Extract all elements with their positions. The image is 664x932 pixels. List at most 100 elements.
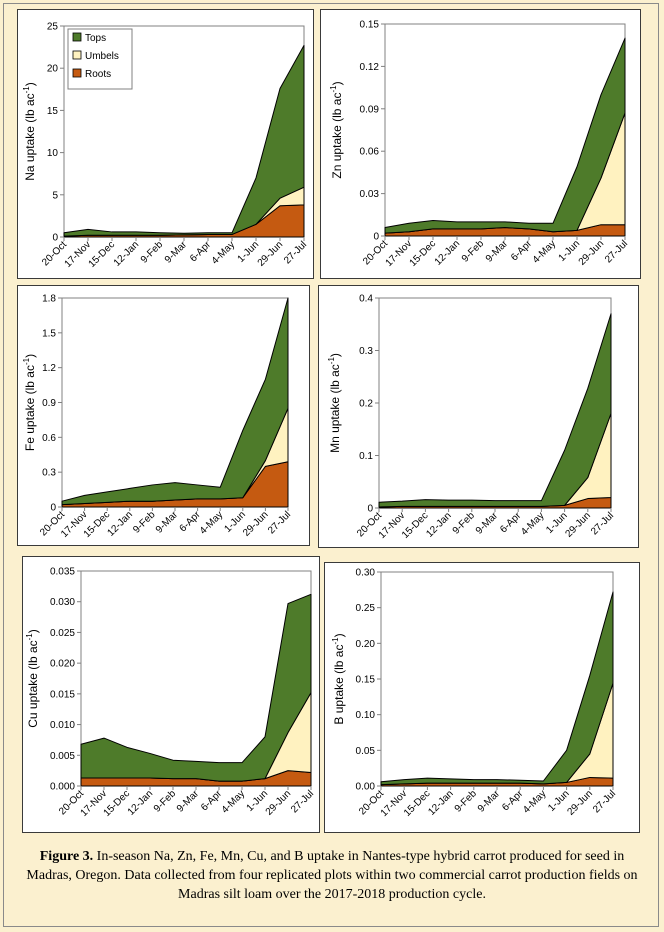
x-tick-label: 15-Dec xyxy=(408,238,439,269)
x-tick-label: 12-Jan xyxy=(424,510,453,539)
x-tick-label: 4-May xyxy=(210,239,237,266)
x-tick-label: 9-Mar xyxy=(163,239,190,266)
tops-area xyxy=(80,593,312,782)
y-tick-label: 1.5 xyxy=(42,328,56,339)
y-tick-label: 0.015 xyxy=(50,689,75,700)
cu-chart-svg: 0.000 0.005 0.010 0.015 0.020 0.025 0.030 0.035… xyxy=(25,567,316,819)
x-tick-label: 9-Mar xyxy=(175,788,202,815)
x-tick-label: 29-Jun xyxy=(264,788,293,817)
y-tick-label: 0.2 xyxy=(359,399,373,410)
figure-caption-text: In-season Na, Zn, Fe, Mn, Cu, and B upta… xyxy=(26,849,638,902)
y-tick-label: 0.025 xyxy=(50,628,75,639)
x-tick-label: 9-Feb xyxy=(139,239,166,266)
x-tick-label: 12-Jan xyxy=(433,238,462,267)
x-tick-label: 29-Jun xyxy=(256,239,285,268)
y-axis-label: Zn uptake (lb ac-1) xyxy=(329,81,344,178)
y-tick-label: 0.3 xyxy=(359,346,373,357)
x-tick-label: 27-Jul xyxy=(603,238,630,265)
figure-caption-label: Figure 3. xyxy=(39,849,94,864)
y-tick-label: 0.1 xyxy=(359,451,373,462)
zn-uptake-chart-panel: 0 0.03 0.06 0.09 0.12 0.15 20-Oct 17-Nov 15-Dec 1… xyxy=(320,9,641,279)
y-tick-label: 10 xyxy=(47,148,59,159)
tops-legend-label: Tops xyxy=(85,33,106,44)
fe-uptake-chart-panel: 0 0.3 0.6 0.9 1.2 1.5 1.8 20-Oct 17-Nov 15-Dec 12-… xyxy=(17,285,310,546)
x-tick-label: 27-Jul xyxy=(282,239,309,266)
y-tick-label: 20 xyxy=(47,64,59,75)
x-tick-label: 9-Mar xyxy=(154,509,181,536)
y-tick-label: 0.9 xyxy=(42,398,56,409)
y-tick-label: 0.09 xyxy=(360,104,380,115)
umbels-legend-swatch xyxy=(72,50,82,60)
x-tick-label: 12-Jan xyxy=(426,788,455,817)
x-tick-label: 27-Jul xyxy=(289,788,316,815)
b-chart-svg: 0.000.050.100.150.200.250.3020-Oct17-Nov… xyxy=(331,568,618,819)
y-tick-label: 0.3 xyxy=(42,468,56,479)
umbels-legend-label: Umbels xyxy=(85,51,119,62)
x-tick-label: 15-Dec xyxy=(400,510,431,541)
y-tick-label: 0 xyxy=(52,233,58,244)
cu-uptake-chart-panel: 0.000 0.005 0.010 0.015 0.020 0.025 0.030 0.035… xyxy=(22,556,320,833)
x-tick-label: 29-Jun xyxy=(241,509,270,538)
mn-uptake-chart-panel: 0 0.1 0.2 0.3 0.4 20-Oct 17-Nov 15-Dec 12-Jan 9-F… xyxy=(318,285,639,548)
tops-area xyxy=(61,297,289,506)
roots-legend-label: Roots xyxy=(85,69,111,80)
y-tick-label: 0.06 xyxy=(360,147,380,158)
x-tick-label: 27-Jul xyxy=(591,788,618,815)
roots-legend-swatch xyxy=(72,68,82,78)
x-tick-label: 29-Jun xyxy=(566,788,595,817)
tops-area xyxy=(380,591,614,786)
y-axis-label: Mn uptake (lb ac-1) xyxy=(327,353,342,453)
fe-chart-svg: 00.30.60.91.21.51.820-Oct17-Nov15-Dec12-… xyxy=(22,294,293,540)
x-tick-label: 9-Feb xyxy=(460,238,487,265)
x-tick-label: 9-Feb xyxy=(131,509,158,536)
y-tick-label: 15 xyxy=(47,106,59,117)
x-tick-label: 12-Jan xyxy=(126,788,155,817)
tops-area xyxy=(63,44,305,237)
na-uptake-chart-panel: 0 5 10 15 20 25 20-Oct 17-Nov 15-Dec 12-Jan 9-Feb 9… xyxy=(17,9,314,279)
y-tick-label: 0.020 xyxy=(50,659,75,670)
x-tick-label: 9-Feb xyxy=(453,788,480,815)
y-tick-label: 0.20 xyxy=(356,639,376,650)
y-tick-label: 0.4 xyxy=(359,294,373,305)
x-tick-label: 9-Mar xyxy=(476,788,503,815)
x-tick-label: 12-Jan xyxy=(112,239,141,268)
y-tick-label: 0.00 xyxy=(356,782,376,793)
x-tick-label: 4-May xyxy=(531,238,558,265)
x-tick-label: 15-Dec xyxy=(402,788,433,819)
y-tick-label: 0.12 xyxy=(360,62,380,73)
y-axis-label: B uptake (lb ac-1) xyxy=(331,633,346,724)
tops-legend-swatch xyxy=(72,32,82,42)
y-tick-label: 0 xyxy=(367,504,373,515)
y-tick-label: 0.035 xyxy=(50,567,75,578)
x-tick-label: 15-Dec xyxy=(87,239,118,270)
y-tick-label: 0 xyxy=(50,503,56,514)
y-axis-label: Cu uptake (lb ac-1) xyxy=(25,629,40,728)
mn-chart-svg: 00.10.20.30.420-Oct17-Nov15-Dec12-Jan9-F… xyxy=(327,294,616,541)
y-tick-label: 0.05 xyxy=(356,746,376,757)
b-uptake-chart-panel: 0.00 0.05 0.10 0.15 0.20 0.25 0.30 20-Oct 17-Nov… xyxy=(324,562,640,833)
y-tick-label: 1.2 xyxy=(42,363,56,374)
y-tick-label: 0.005 xyxy=(50,751,75,762)
x-tick-label: 29-Jun xyxy=(564,510,593,539)
y-axis-label: Fe uptake (lb ac-1) xyxy=(22,354,37,451)
y-tick-label: 0.000 xyxy=(50,782,75,793)
y-tick-label: 25 xyxy=(47,22,59,33)
x-tick-label: 4-May xyxy=(519,510,546,537)
figure-caption: Figure 3. In-season Na, Zn, Fe, Mn, Cu, … xyxy=(20,847,644,904)
x-tick-label: 9-Feb xyxy=(451,510,478,537)
x-tick-label: 4-May xyxy=(198,509,225,536)
x-tick-label: 9-Feb xyxy=(152,788,179,815)
na-chart-svg: 051015202520-Oct17-Nov15-Dec12-Jan9-Feb9… xyxy=(22,22,309,270)
x-tick-label: 27-Jul xyxy=(589,510,616,537)
x-tick-label: 12-Jan xyxy=(106,509,135,538)
y-tick-label: 5 xyxy=(52,190,58,201)
y-tick-label: 0.030 xyxy=(50,597,75,608)
x-tick-label: 4-May xyxy=(521,788,548,815)
y-tick-label: 0.25 xyxy=(356,603,376,614)
x-tick-label: 15-Dec xyxy=(102,788,133,819)
tops-area xyxy=(384,37,626,234)
y-tick-label: 0.30 xyxy=(356,568,376,579)
x-tick-label: 29-Jun xyxy=(577,238,606,267)
x-tick-label: 9-Mar xyxy=(474,510,501,537)
y-axis-label: Na uptake (lb ac-1) xyxy=(22,82,37,181)
